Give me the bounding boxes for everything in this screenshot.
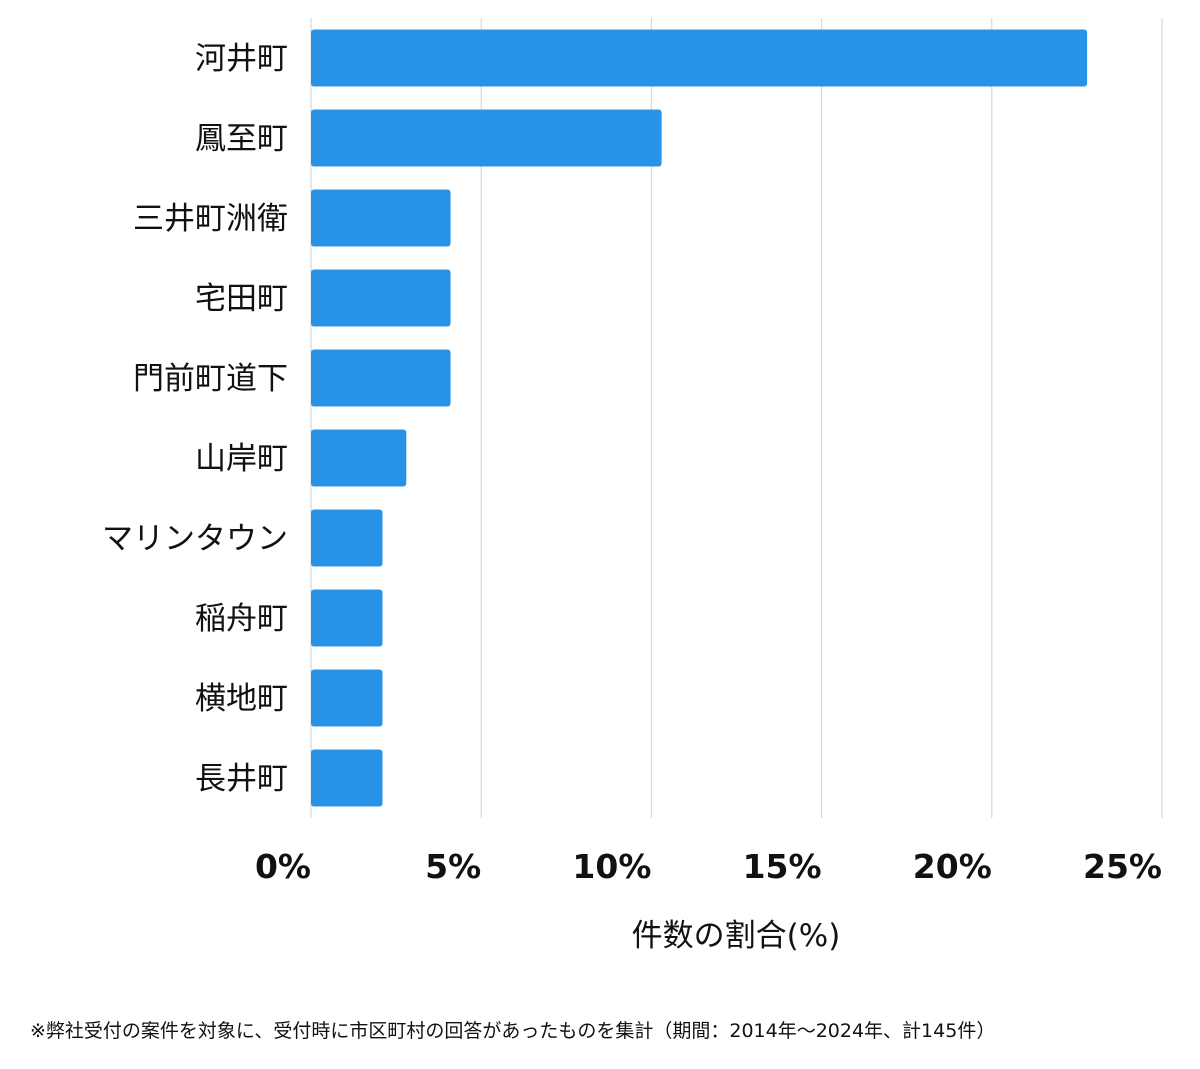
category-label: 山岸町	[195, 441, 288, 477]
category-label: 門前町道下	[133, 361, 288, 397]
bar	[311, 349, 451, 407]
category-label: 稲舟町	[195, 601, 288, 637]
x-tick-labels: 0% 5% 10% 15% 20% 25%	[255, 847, 1162, 886]
category-label: 河井町	[195, 41, 288, 77]
category-label: 宅田町	[195, 281, 288, 317]
bar	[311, 429, 407, 487]
x-tick-label: 0%	[255, 847, 311, 886]
x-axis-title: 件数の割合(%)	[632, 918, 841, 954]
x-tick-label: 15%	[743, 847, 822, 886]
x-tick-label: 5%	[425, 847, 481, 886]
x-tick-label: 10%	[572, 847, 651, 886]
bar	[311, 189, 451, 247]
bar	[311, 669, 383, 727]
bar	[311, 109, 662, 167]
category-label: マリンタウン	[102, 521, 288, 557]
x-tick-label: 20%	[913, 847, 992, 886]
bar	[311, 509, 383, 567]
category-label: 三井町洲衛	[133, 201, 288, 237]
bar	[311, 29, 1088, 87]
category-label: 鳳至町	[195, 121, 288, 157]
footnote: ※弊社受付の案件を対象に、受付時に市区町村の回答があったものを集計（期間：201…	[30, 1020, 996, 1042]
bars	[311, 29, 1088, 807]
bar	[311, 749, 383, 807]
category-label: 横地町	[195, 681, 288, 717]
bar	[311, 589, 383, 647]
category-label: 長井町	[195, 761, 288, 797]
x-tick-label: 25%	[1083, 847, 1162, 886]
bar	[311, 269, 451, 327]
